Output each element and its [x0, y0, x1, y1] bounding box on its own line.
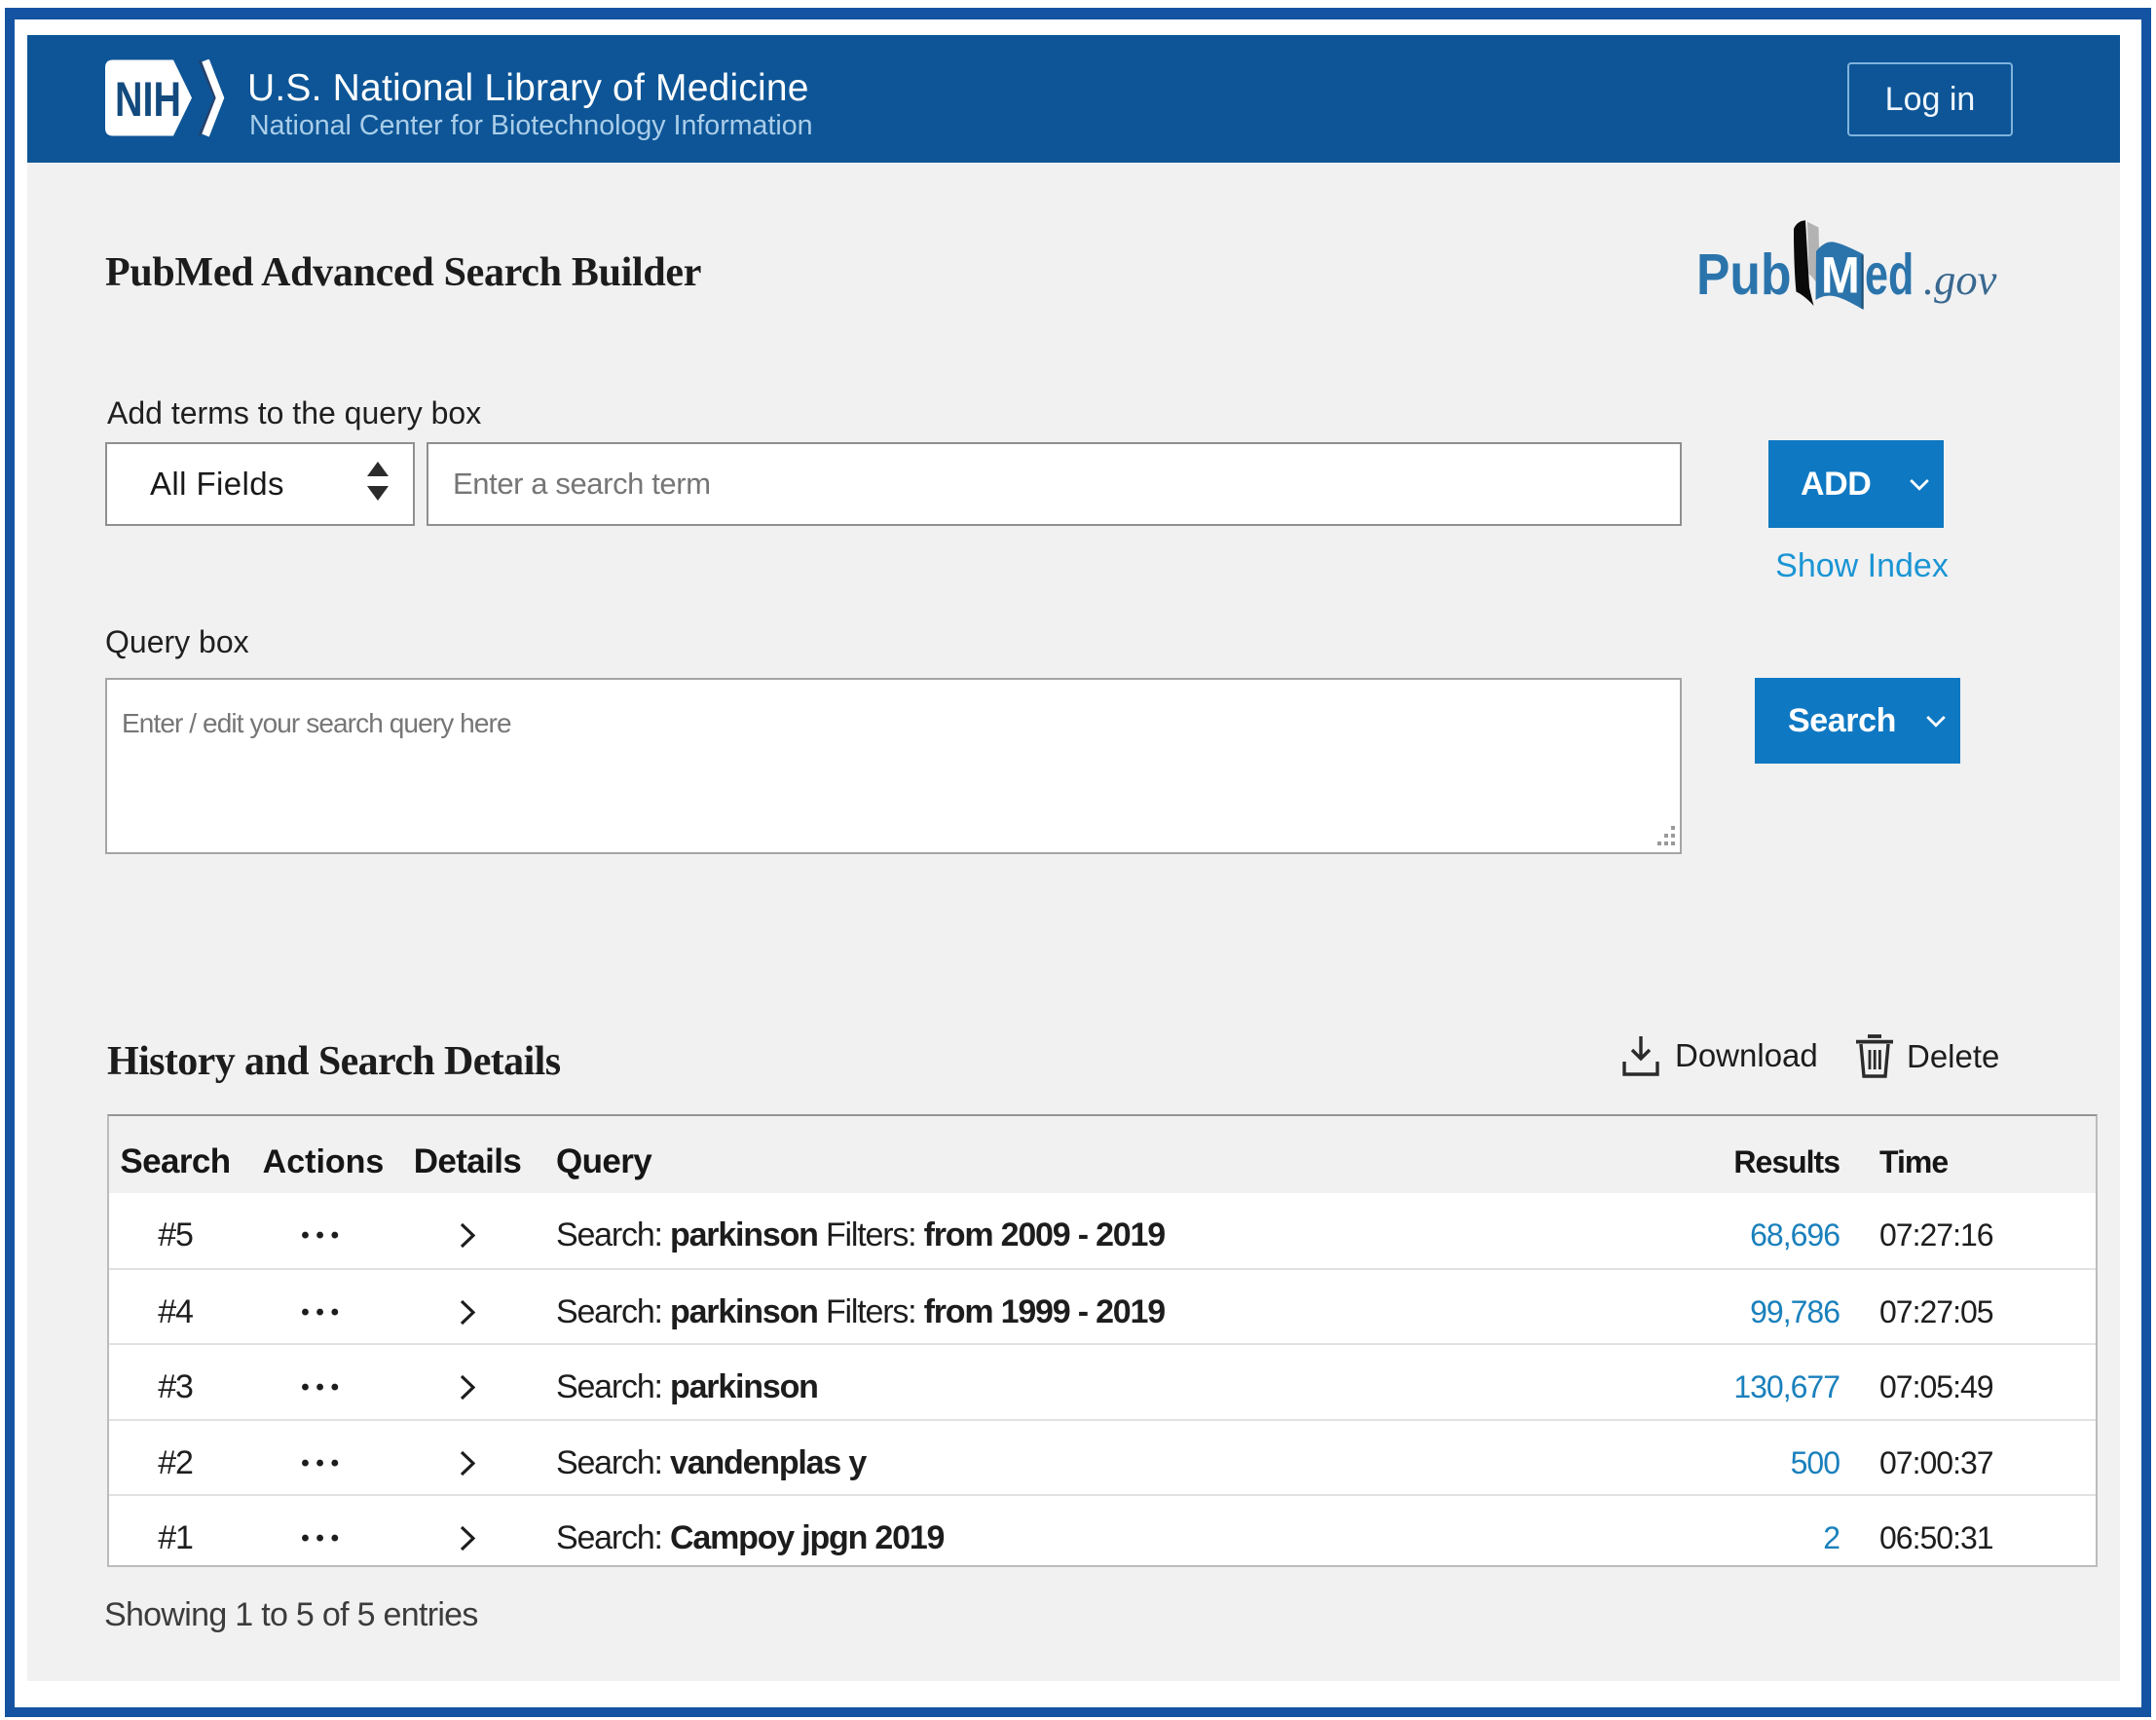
svg-text:ed: ed [1865, 242, 1914, 306]
svg-text:Pub: Pub [1696, 243, 1791, 307]
svg-text:M: M [1821, 245, 1860, 304]
svg-text:.gov: .gov [1923, 255, 1997, 304]
svg-text:NIH: NIH [115, 72, 181, 128]
